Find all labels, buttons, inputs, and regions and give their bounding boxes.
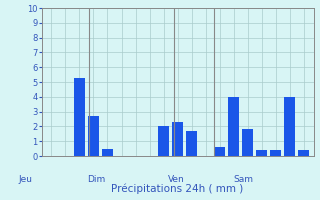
Text: Ven: Ven (168, 176, 184, 184)
Bar (256, 150, 267, 156)
Bar (88, 116, 99, 156)
Bar (172, 122, 183, 156)
Bar (74, 78, 85, 156)
Text: Sam: Sam (233, 176, 253, 184)
Bar (242, 129, 253, 156)
Bar (186, 131, 197, 156)
Bar (102, 149, 113, 156)
Text: Dim: Dim (87, 176, 105, 184)
Bar (298, 150, 309, 156)
Bar (214, 147, 225, 156)
Text: Jeu: Jeu (19, 176, 33, 184)
Bar (284, 97, 295, 156)
Bar (158, 126, 169, 156)
Bar (228, 97, 239, 156)
Text: Précipitations 24h ( mm ): Précipitations 24h ( mm ) (111, 184, 244, 194)
Bar (270, 150, 281, 156)
